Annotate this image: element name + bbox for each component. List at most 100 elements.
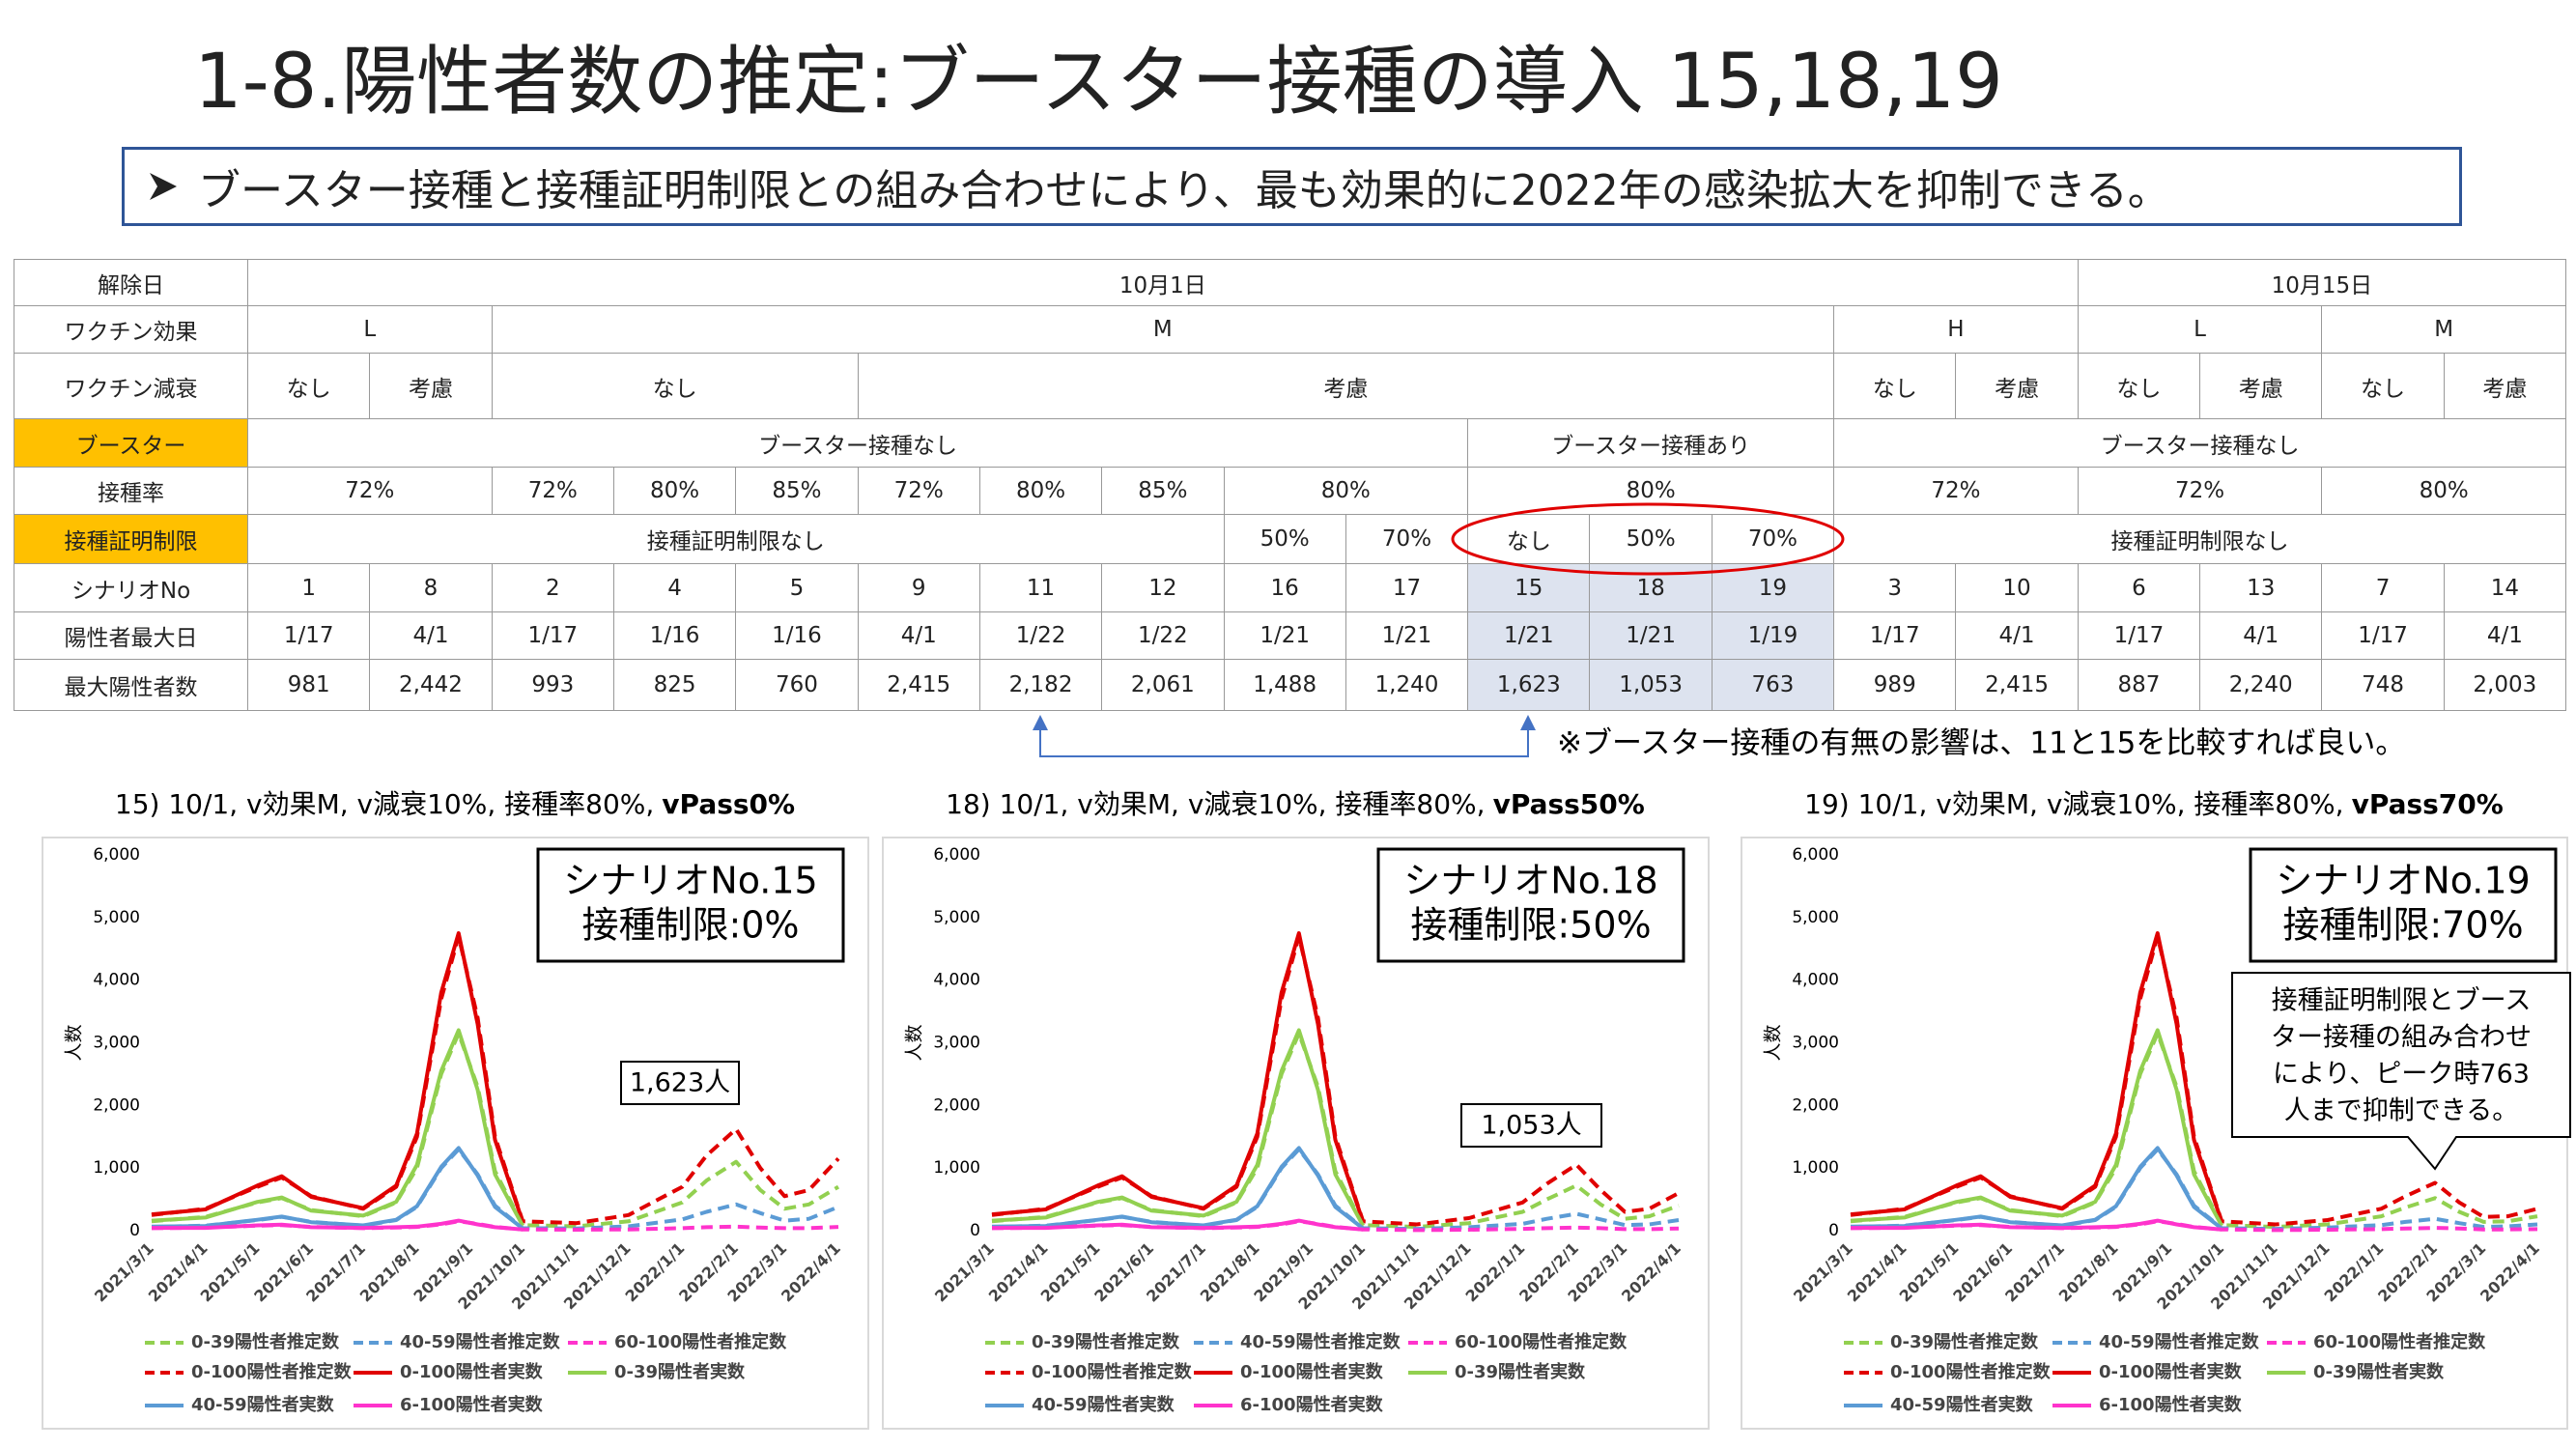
table-cell: 80% (978, 467, 1103, 515)
table-cell: 考慮 (2443, 353, 2566, 419)
table-cell: 72% (1833, 467, 2079, 515)
bullet-text: ブースター接種と接種証明制限との組み合わせにより、最も効果的に2022年の感染拡… (198, 166, 2170, 215)
chart-title: 15) 10/1, v効果M, v減衰10%, 接種率80%, vPass0% (115, 788, 795, 820)
table-cell: 989 (1833, 659, 1957, 711)
row-header: ワクチン減衰 (14, 353, 248, 419)
table-cell: 考慮 (2199, 353, 2323, 419)
legend-label: 40-59陽性者推定数 (400, 1331, 561, 1352)
table-cell: 4 (612, 563, 737, 612)
chart-title-text: 19) 10/1, v効果M, v減衰10%, 接種率80%, (1804, 788, 2343, 820)
annotation-text: により、ピーク時763 (2273, 1060, 2530, 1090)
annotation-box (1460, 1103, 1602, 1148)
arrow-heads (1033, 715, 1536, 730)
table-cell: なし (491, 353, 859, 419)
callout-box (536, 847, 845, 963)
table-cell: 1/17 (1833, 611, 1957, 660)
table-cell: 2,240 (2199, 659, 2323, 711)
legend-label: 0-100陽性者推定数 (1890, 1361, 2052, 1382)
table-cell: L (247, 305, 493, 354)
callout-box (1376, 847, 1685, 963)
table-cell: 1/17 (491, 611, 614, 660)
table-cell: 10 (1955, 563, 2079, 612)
callout-text: シナリオNo.18 (1403, 860, 1657, 902)
table-cell: 760 (735, 659, 859, 711)
table-cell: なし (247, 353, 371, 419)
annotation-text: ター接種の組み合わせ (2271, 1023, 2532, 1053)
table-cell: 14 (2443, 563, 2566, 612)
table-cell: 10月15日 (2077, 259, 2566, 306)
legend-label: 40-59陽性者実数 (191, 1394, 335, 1415)
table-cell: 748 (2321, 659, 2445, 711)
callout-box (2249, 847, 2558, 963)
table-cell: 2,003 (2443, 659, 2566, 711)
table-cell: 2,182 (978, 659, 1103, 711)
table-cell: 接種証明制限なし (1833, 514, 2566, 564)
series-line (151, 1146, 524, 1231)
callout-text: シナリオNo.15 (563, 860, 817, 902)
series-line (151, 931, 525, 1223)
y-tick-label: 1,000 (93, 1158, 140, 1178)
table-cell: 9 (857, 563, 980, 612)
table-cell: 3 (1833, 563, 1957, 612)
table-cell: なし (1833, 353, 1957, 419)
table-cell: 接種証明制限なし (247, 514, 1225, 564)
legend-label: 40-59陽性者推定数 (2099, 1331, 2260, 1352)
legend-label: 0-39陽性者推定数 (1032, 1331, 1180, 1352)
table-cell: 考慮 (1955, 353, 2079, 419)
legend-label: 0-100陽性者実数 (400, 1361, 544, 1382)
note: ※ブースター接種の有無の影響は、11と15を比較すれば良い。 (1557, 726, 2405, 761)
table-cell: 1,623 (1467, 659, 1591, 711)
y-tick-label: 5,000 (933, 908, 980, 927)
legend-label: 0-100陽性者推定数 (191, 1361, 353, 1382)
legend-label: 0-39陽性者実数 (614, 1361, 746, 1382)
annotation-box (2231, 972, 2571, 1171)
callout-text: 接種制限:0% (581, 904, 799, 947)
legend-label: 6-100陽性者実数 (400, 1394, 544, 1415)
legend-label: 0-100陽性者実数 (2099, 1361, 2243, 1382)
table-cell: 72% (857, 467, 980, 515)
table-cell: 4/1 (1955, 611, 2079, 660)
y-tick-label: 0 (970, 1221, 980, 1240)
table-cell: 16 (1223, 563, 1346, 612)
y-tick-label: 0 (129, 1221, 140, 1240)
y-tick-label: 2,000 (933, 1095, 980, 1115)
y-tick-label: 1,000 (1792, 1158, 1839, 1178)
table-cell: 13 (2199, 563, 2323, 612)
y-tick-label: 1,000 (933, 1158, 980, 1178)
row-header: 最大陽性者数 (14, 659, 248, 711)
legend-label: 0-100陽性者実数 (1240, 1361, 1384, 1382)
legend-label: 0-39陽性者推定数 (1890, 1331, 2039, 1352)
table-cell: ブースター接種あり (1467, 418, 1835, 468)
row-header: 接種率 (14, 467, 248, 515)
table-cell: 72% (2077, 467, 2323, 515)
table-cell: 17 (1345, 563, 1469, 612)
table-cell: 70% (1711, 514, 1835, 564)
table-cell: 1/21 (1223, 611, 1346, 660)
chart-title-bold: vPass70% (2352, 788, 2504, 820)
table-cell: 1/21 (1589, 611, 1713, 660)
annotation-text: 1,053人 (1481, 1111, 1581, 1141)
table-cell: 1/21 (1467, 611, 1591, 660)
y-axis-label: 人数 (1763, 1024, 1784, 1061)
y-tick-label: 3,000 (93, 1034, 140, 1053)
chart-title-bold: vPass0% (662, 788, 795, 820)
table-cell: 80% (2321, 467, 2566, 515)
table-cell: 80% (612, 467, 737, 515)
annotation-text: 接種証明制限とブース (2272, 986, 2532, 1016)
y-tick-label: 3,000 (933, 1034, 980, 1053)
legend-label: 60-100陽性者推定数 (614, 1331, 787, 1352)
series-line (1850, 931, 2224, 1223)
table-cell: 8 (369, 563, 493, 612)
table-cell: 2,415 (1955, 659, 2079, 711)
table-cell: 1/22 (1101, 611, 1225, 660)
row-header: ブースター (14, 418, 248, 468)
series-line (152, 1218, 524, 1232)
table-cell: 12 (1101, 563, 1225, 612)
y-tick-label: 4,000 (93, 971, 140, 990)
legend-label: 0-39陽性者実数 (2313, 1361, 2445, 1382)
series-line (1850, 1028, 2223, 1227)
legend-label: 0-39陽性者推定数 (191, 1331, 340, 1352)
table-cell: ブースター接種なし (247, 418, 1469, 468)
table-cell: 1/21 (1345, 611, 1469, 660)
